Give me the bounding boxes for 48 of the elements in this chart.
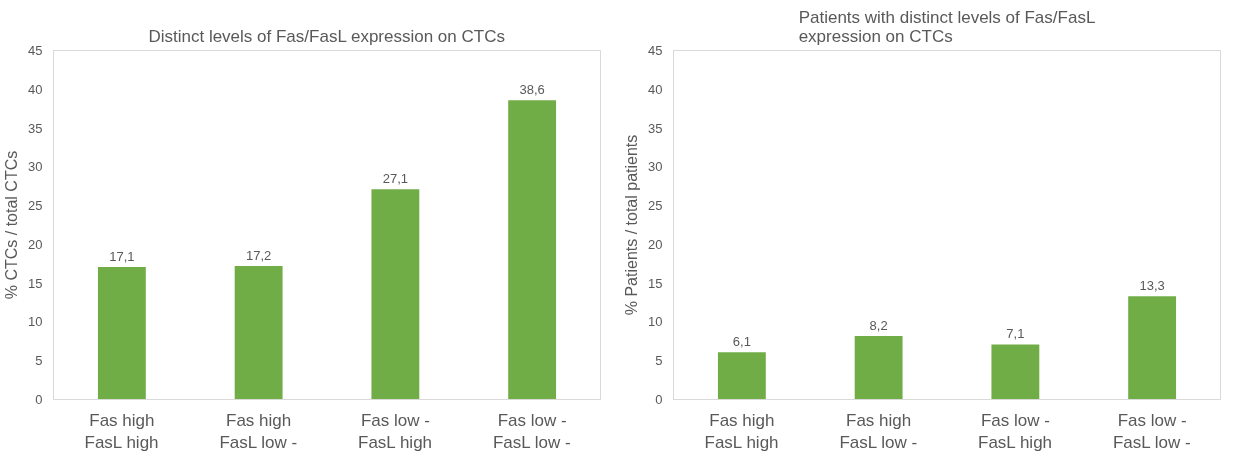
bar: [371, 189, 420, 400]
y-tick-label: 35: [28, 120, 43, 136]
bar: [508, 100, 557, 400]
data-label: 6,1: [732, 334, 751, 350]
data-label: 13,3: [1139, 278, 1165, 294]
y-tick-label: 5: [655, 353, 663, 369]
bar: [97, 266, 146, 400]
data-label: 7,1: [1006, 326, 1025, 342]
y-tick-label: 15: [28, 275, 43, 291]
y-axis-title: % Patients / total patients: [623, 134, 641, 316]
x-tick-label: Fas high FasL low -: [839, 410, 918, 453]
y-tick-label: 25: [648, 198, 663, 214]
data-label: 17,2: [245, 248, 272, 264]
y-tick-label: 5: [35, 353, 43, 369]
y-tick-label: 20: [28, 236, 43, 252]
y-tick-label: 35: [648, 120, 663, 136]
bar: [991, 344, 1040, 400]
y-tick-label: 40: [648, 81, 663, 97]
x-tick-label: Fas low - FasL high: [358, 410, 433, 453]
x-tick-label: Fas high FasL high: [704, 410, 779, 453]
y-tick-label: 0: [655, 392, 663, 407]
y-tick-label: 40: [28, 81, 43, 97]
data-label: 17,1: [109, 248, 135, 264]
x-tick-label: Fas low - FasL low -: [492, 410, 571, 453]
y-tick-label: 45: [28, 43, 43, 58]
y-tick-label: 20: [648, 236, 663, 252]
data-label: 8,2: [869, 317, 888, 333]
chart-title: Distinct levels of Fas/FasL expression on CTCs: [148, 26, 505, 46]
bar: [1128, 296, 1177, 400]
y-axis-title: % CTCs / total CTCs: [3, 150, 21, 300]
y-tick-label: 0: [35, 392, 43, 407]
x-tick-label: Fas low - FasL low -: [1112, 410, 1191, 453]
bar: [717, 352, 766, 400]
y-tick-label: 10: [28, 314, 43, 330]
y-tick-label: 15: [648, 275, 663, 291]
y-tick-label: 25: [28, 198, 43, 214]
data-label: 27,1: [382, 171, 409, 187]
bar: [234, 266, 283, 400]
y-tick-label: 30: [28, 159, 43, 175]
bar: [854, 335, 903, 400]
x-tick-label: Fas high FasL low -: [219, 410, 298, 453]
x-tick-label: Fas high FasL high: [84, 410, 159, 453]
y-tick-label: 30: [648, 159, 663, 175]
x-tick-label: Fas low - FasL high: [978, 410, 1053, 453]
y-tick-label: 45: [648, 43, 663, 58]
chart-title: Patients with distinct levels of Fas/FasL expression on CTCs: [798, 7, 1096, 46]
data-label: 38,6: [519, 82, 545, 98]
y-tick-label: 10: [648, 314, 663, 330]
